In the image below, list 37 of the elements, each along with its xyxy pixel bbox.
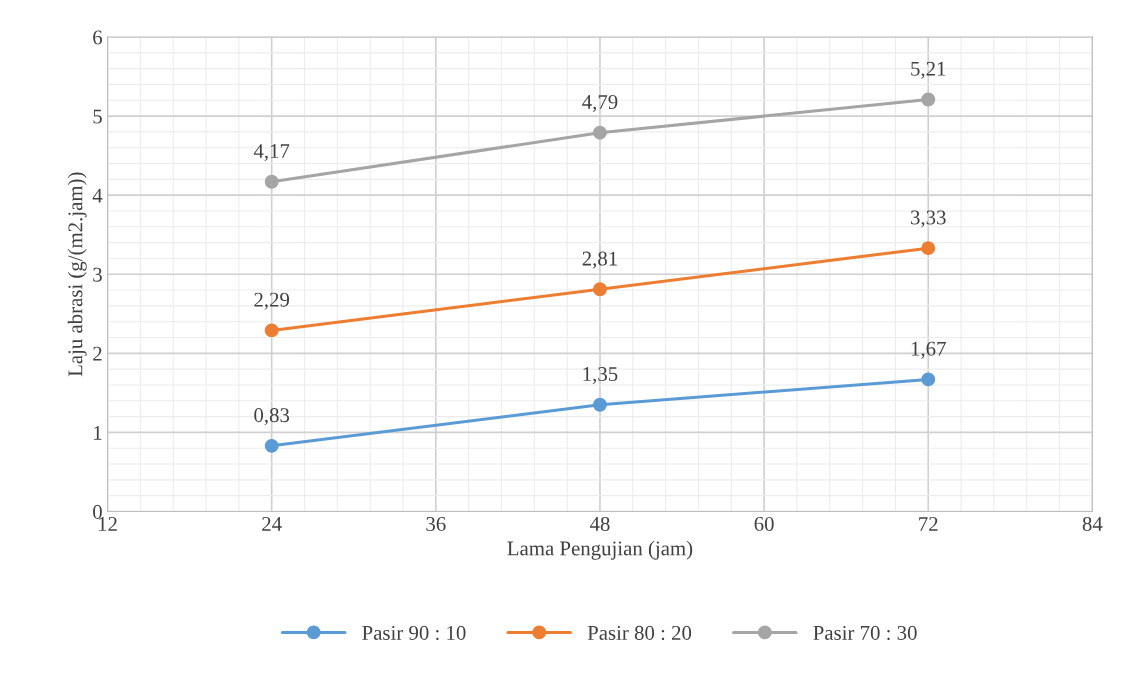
data-label: 4,79 bbox=[582, 95, 618, 113]
y-tick-label: 4 bbox=[92, 188, 103, 203]
legend-label: Pasir 70 : 30 bbox=[813, 625, 917, 640]
data-label: 0,83 bbox=[254, 408, 290, 426]
point bbox=[593, 397, 607, 412]
x-tick-label: 48 bbox=[589, 516, 610, 531]
y-tick-label: 2 bbox=[93, 346, 102, 361]
point bbox=[264, 438, 279, 453]
point bbox=[921, 241, 936, 256]
y-axis-title: Laju abrasi (g/(m2.jam)) bbox=[67, 172, 87, 377]
data-label: 4,17 bbox=[253, 144, 290, 162]
point bbox=[921, 372, 936, 387]
point bbox=[264, 323, 279, 338]
x-tick-label: 84 bbox=[1082, 516, 1103, 531]
data-label: 2,81 bbox=[582, 251, 617, 269]
point bbox=[921, 92, 936, 107]
legend-label: Pasir 80 : 20 bbox=[587, 625, 692, 640]
data-label: 2,29 bbox=[254, 292, 290, 310]
y-tick-label: 1 bbox=[94, 425, 102, 440]
point bbox=[264, 174, 279, 189]
data-label: 1,67 bbox=[911, 341, 946, 359]
y-tick-label: 3 bbox=[93, 267, 102, 282]
point bbox=[593, 125, 607, 140]
x-tick-label: 12 bbox=[98, 517, 117, 531]
legend-label: Pasir 90 : 10 bbox=[362, 625, 466, 640]
x-tick-label: 72 bbox=[919, 517, 938, 531]
data-label: 5,21 bbox=[911, 61, 946, 79]
y-tick-label: 0 bbox=[93, 504, 102, 519]
y-tick-label: 6 bbox=[93, 30, 103, 45]
data-label: 1,35 bbox=[583, 367, 618, 385]
x-axis-title: Lama Pengujian (jam) bbox=[507, 540, 693, 560]
x-tick-label: 36 bbox=[426, 517, 446, 531]
y-tick-label: 5 bbox=[93, 109, 102, 124]
data-label: 3,33 bbox=[911, 210, 946, 228]
x-tick-label: 60 bbox=[754, 516, 774, 531]
x-tick-label: 24 bbox=[262, 517, 282, 531]
point bbox=[593, 282, 607, 297]
